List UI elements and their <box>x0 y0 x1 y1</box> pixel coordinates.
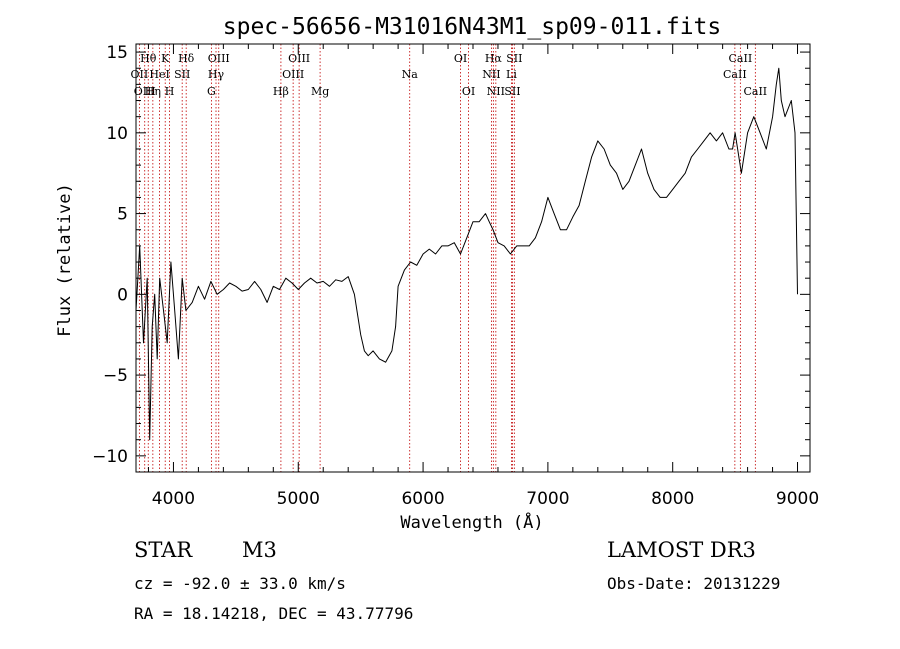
line-label-hη: Hη <box>145 85 161 98</box>
line-label-mg: Mg <box>311 85 329 98</box>
line-label-sii: SII <box>174 68 190 81</box>
x-tick-label: 5000 <box>277 489 320 509</box>
line-label-nii: NII <box>487 85 505 98</box>
object-class: STAR <box>134 538 193 562</box>
y-tick-label: 5 <box>117 205 128 225</box>
line-label-oii: OII <box>131 68 149 81</box>
line-label-k: K <box>161 52 170 65</box>
line-label-hγ: Hγ <box>208 68 225 81</box>
line-label-hβ: Hβ <box>273 85 289 98</box>
line-label-caii: CaII <box>723 68 747 81</box>
line-label-hδ: Hδ <box>178 52 195 65</box>
line-label-g: G <box>207 85 216 98</box>
line-label-hθ: Hθ <box>140 52 157 65</box>
line-label-sii: SII <box>506 52 522 65</box>
y-tick-label: −10 <box>92 447 128 467</box>
x-tick-label: 6000 <box>401 489 444 509</box>
coordinates: RA = 18.14218, DEC = 43.77796 <box>134 604 414 623</box>
line-label-sii: SII <box>504 85 520 98</box>
redshift-velocity: cz = -92.0 ± 33.0 km/s <box>134 574 346 593</box>
x-tick-label: 4000 <box>152 489 195 509</box>
line-label-caii: CaII <box>743 85 767 98</box>
chart-title: spec-56656-M31016N43M1_sp09-011.fits <box>223 14 722 40</box>
line-label-oiii: OIII <box>208 52 230 65</box>
line-label-oiii: OIII <box>288 52 310 65</box>
y-tick-label: 15 <box>106 43 128 63</box>
observation-date: Obs-Date: 20131229 <box>607 574 781 593</box>
object-subclass: M3 <box>242 538 277 562</box>
line-label-oiii: OIII <box>282 68 304 81</box>
x-tick-label: 9000 <box>776 489 819 509</box>
line-label-li: Li <box>506 68 517 81</box>
line-label-caii: CaII <box>729 52 753 65</box>
line-label-hei: HeI <box>149 68 169 81</box>
line-label-oiii: OIII <box>134 85 156 98</box>
spectrum-series <box>135 67 798 441</box>
x-axis-label: Wavelength (Å) <box>400 511 543 533</box>
line-label-hα: Hα <box>485 52 503 65</box>
y-tick-label: −5 <box>103 366 128 386</box>
y-axis-label: Flux (relative) <box>55 183 75 337</box>
spectrum-line <box>135 67 798 441</box>
y-tick-label: 0 <box>117 285 128 305</box>
line-label-na: Na <box>402 68 419 81</box>
line-label-oi: OI <box>454 52 467 65</box>
x-tick-label: 7000 <box>526 489 569 509</box>
x-tick-label: 8000 <box>651 489 694 509</box>
y-tick-label: 10 <box>106 124 128 144</box>
axis-ticks: 4000 5000 6000 7000 8000 9000 −10 −5 0 5 10 15 <box>92 43 819 509</box>
line-label-h: H <box>165 85 175 98</box>
survey-name: LAMOST DR3 <box>607 538 756 562</box>
plot-frame <box>135 43 811 473</box>
line-label-oi: OI <box>462 85 475 98</box>
line-label-nii: NII <box>482 68 500 81</box>
